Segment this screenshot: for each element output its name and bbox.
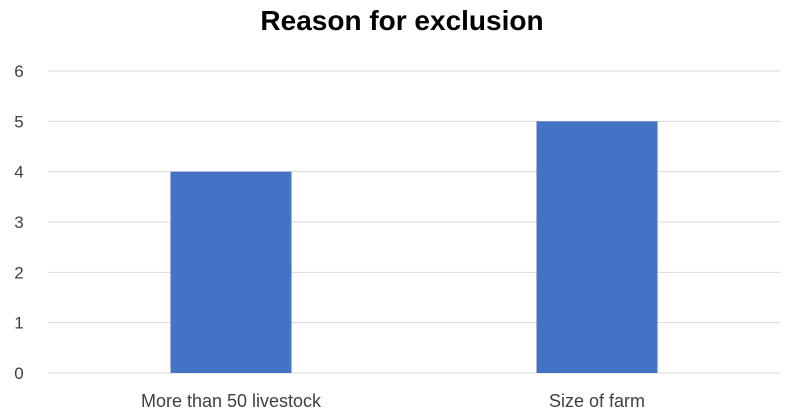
y-tick-label: 0 <box>14 364 23 383</box>
bar-1 <box>536 121 658 373</box>
x-axis-categories: More than 50 livestock Size of farm <box>141 391 645 411</box>
y-tick-label: 6 <box>14 62 23 81</box>
y-tick-label: 5 <box>14 112 23 131</box>
y-tick-label: 3 <box>14 213 23 232</box>
y-tick-label: 4 <box>14 163 23 182</box>
bars <box>170 121 658 373</box>
y-axis-ticks: 0 1 2 3 4 5 6 <box>14 62 23 383</box>
bar-0 <box>170 171 292 373</box>
gridlines <box>48 70 780 374</box>
y-tick-label: 1 <box>14 314 23 333</box>
x-category-label: More than 50 livestock <box>141 391 322 411</box>
x-category-label: Size of farm <box>549 391 645 411</box>
y-tick-label: 2 <box>14 263 23 282</box>
chart-title: Reason for exclusion <box>260 5 544 36</box>
